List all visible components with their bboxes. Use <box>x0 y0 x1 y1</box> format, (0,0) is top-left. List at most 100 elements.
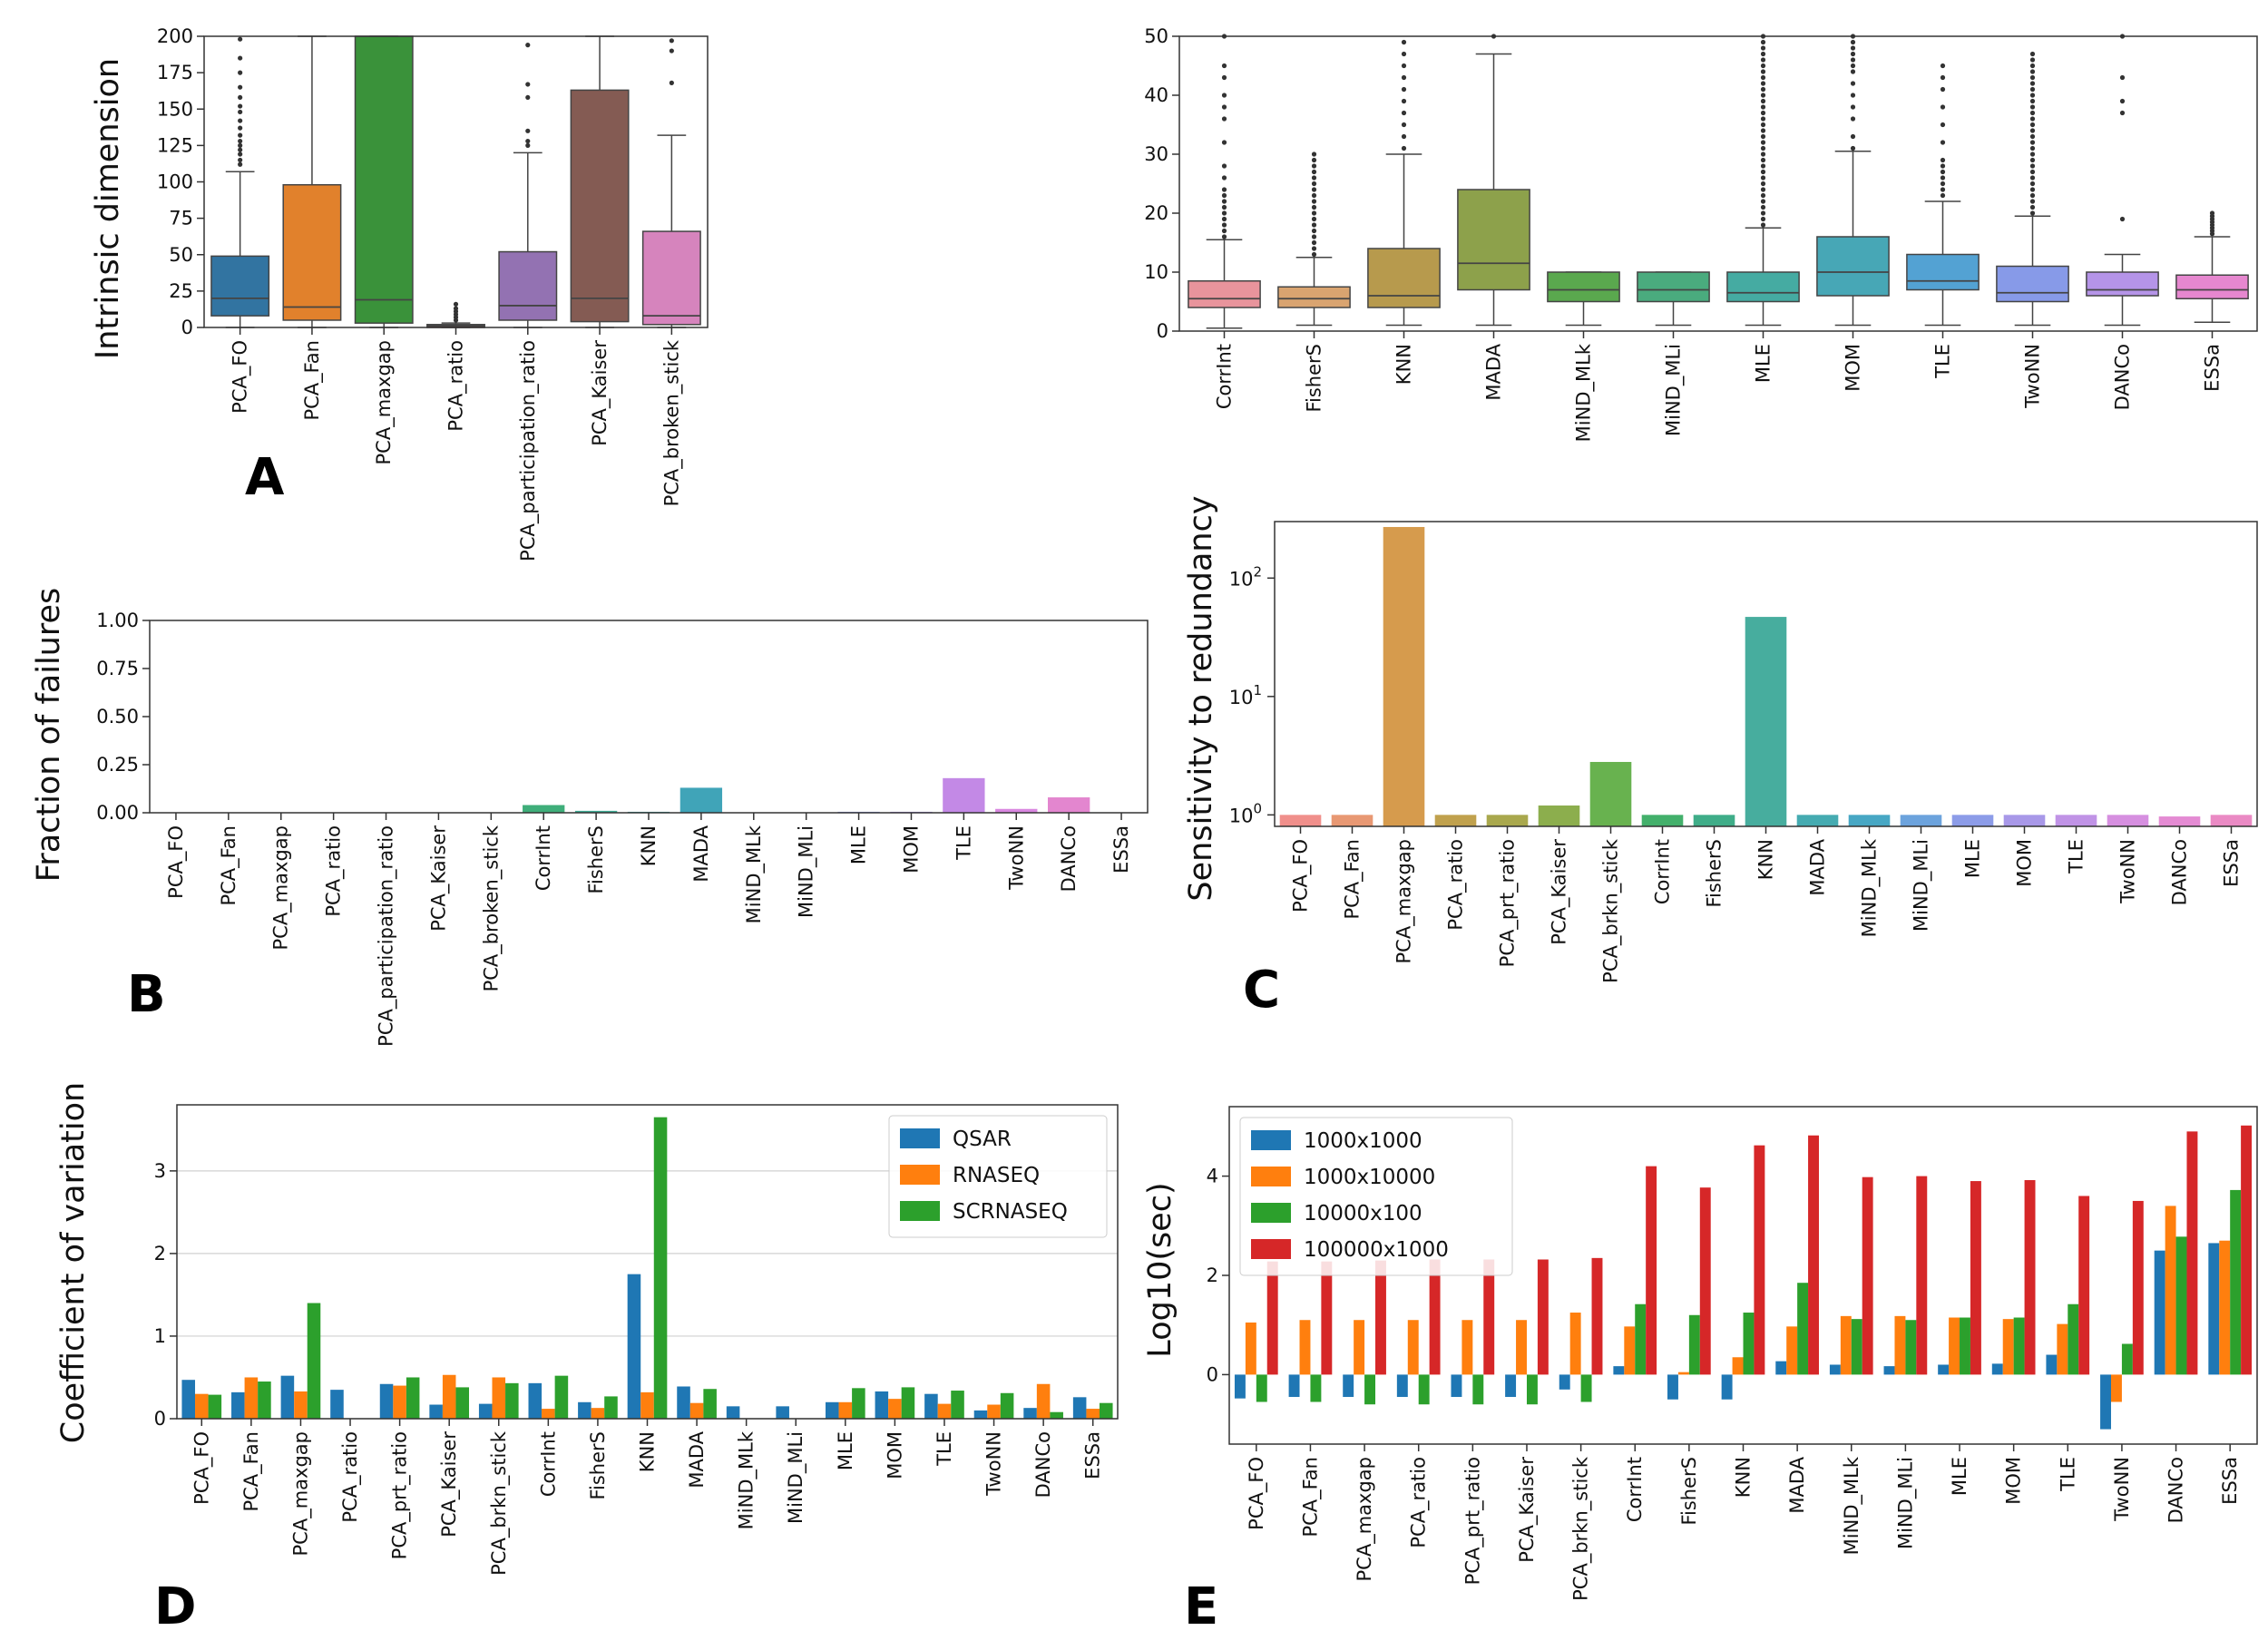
outlier-point <box>238 36 243 42</box>
bar-scrnaseq <box>554 1375 569 1419</box>
outlier-point <box>238 161 243 167</box>
bar-10000x100 <box>1310 1374 1322 1402</box>
box-iqr <box>2086 271 2159 297</box>
y-tick-label: 40 <box>1144 84 1168 106</box>
outlier-point <box>1401 98 1407 104</box>
y-tick-label: 150 <box>157 98 193 120</box>
bar <box>1048 797 1090 813</box>
x-tick-label: ESSa <box>2202 344 2224 392</box>
x-tick-label: TLE <box>934 1431 955 1467</box>
box-group-a <box>210 35 701 328</box>
bar-1000x10000 <box>1786 1326 1798 1375</box>
y-tick-label: 0.25 <box>96 754 139 776</box>
x-tick-label: PCA_FO <box>191 1431 213 1505</box>
y-tick-label: 0 <box>1207 1363 1218 1385</box>
outlier-point <box>2119 216 2126 222</box>
bar-rnaseq <box>640 1391 654 1419</box>
bar-qsar <box>478 1403 493 1419</box>
bar <box>943 777 985 813</box>
x-tick-label: PCA_ratio <box>339 1431 362 1523</box>
x-tick-label: CorrInt <box>533 825 554 891</box>
outlier-point <box>1401 39 1407 45</box>
plot-frame-a <box>203 35 709 328</box>
x-tick-label: PCA_Fan <box>1342 839 1364 920</box>
bar-1000x10000 <box>1949 1317 1960 1375</box>
outlier-point <box>238 55 243 61</box>
outlier-point <box>238 157 243 163</box>
y-tick-label: 0.75 <box>96 658 139 679</box>
outlier-point <box>1760 199 1766 204</box>
legend-swatch <box>1251 1130 1291 1150</box>
outlier-point <box>2209 210 2215 216</box>
outlier-point <box>1221 163 1227 169</box>
bar-scrnaseq <box>455 1387 470 1419</box>
outlier-point <box>2029 163 2036 169</box>
outlier-point <box>525 94 531 101</box>
bar <box>679 787 723 813</box>
x-tick-label: TwoNN <box>983 1431 1005 1497</box>
bar <box>1693 815 1735 826</box>
y-tick-label: 75 <box>169 208 193 229</box>
outlier-point <box>1760 116 1766 122</box>
box-iqr <box>1637 271 1710 303</box>
outlier-point <box>2119 98 2126 104</box>
outlier-point <box>2029 140 2036 145</box>
box-iqr <box>1906 253 1980 291</box>
x-tick-label: PCA_Kaiser <box>589 340 611 446</box>
outlier-point <box>238 118 243 123</box>
outlier-point <box>1760 110 1766 116</box>
bar-scrnaseq <box>505 1382 519 1419</box>
outlier-point <box>2029 128 2036 133</box>
y-axis-label: Coefficient of variation <box>55 1082 92 1443</box>
bar-1000x1000 <box>1829 1364 1841 1375</box>
bar-100000x1000 <box>1754 1145 1765 1375</box>
outlier-point <box>453 301 459 307</box>
outlier-point <box>1760 192 1766 199</box>
bar <box>1331 815 1374 826</box>
bar-100000x1000 <box>1321 1261 1333 1375</box>
bar-1000x1000 <box>1883 1366 1895 1375</box>
box-iqr <box>1277 286 1351 308</box>
bar-10000x100 <box>1851 1319 1862 1375</box>
bar-100000x1000 <box>1646 1166 1657 1375</box>
bar-10000x100 <box>1580 1374 1592 1402</box>
bar <box>523 805 565 813</box>
bar-qsar <box>627 1274 641 1419</box>
legend-label: 1000x1000 <box>1304 1129 1422 1153</box>
bar-scrnaseq <box>258 1382 271 1419</box>
bar-1000x1000 <box>1775 1361 1787 1375</box>
y-tick-label: 0 <box>1157 320 1168 342</box>
outlier-point <box>1850 63 1856 69</box>
x-tick-label: PCA_maxgap <box>289 1431 312 1556</box>
bar-1000x10000 <box>1354 1320 1365 1375</box>
legend-box <box>888 1115 1108 1238</box>
bar-qsar <box>875 1391 889 1419</box>
x-tick-label: PCA_Kaiser <box>438 1431 461 1538</box>
x-tick-label: MiND_MLi <box>796 825 818 918</box>
bar-1000x1000 <box>2154 1250 2165 1375</box>
outlier-point <box>2029 69 2036 74</box>
bar-qsar <box>1072 1397 1087 1419</box>
bar-scrnaseq <box>852 1388 865 1419</box>
outlier-point <box>1760 63 1766 69</box>
outlier-point <box>669 48 674 54</box>
bar-1000x10000 <box>2110 1374 2122 1402</box>
x-tick-label: MiND_MLi <box>1911 839 1933 932</box>
outlier-point <box>1221 116 1227 122</box>
outlier-point <box>1221 74 1227 81</box>
outlier-point <box>1760 145 1766 151</box>
x-tick-label: FisherS <box>1304 344 1325 413</box>
outlier-point <box>1311 181 1317 187</box>
x-tick-label: DANCo <box>2169 839 2191 905</box>
outlier-point <box>1760 39 1766 45</box>
outlier-point <box>1311 169 1317 175</box>
x-tick-label: MADA <box>690 825 712 882</box>
bar-1000x10000 <box>1407 1320 1419 1375</box>
outlier-point <box>1760 122 1766 128</box>
bar-group-c <box>1279 526 2253 826</box>
bar-10000x100 <box>1635 1303 1647 1375</box>
outlier-point <box>1221 204 1227 210</box>
outlier-point <box>1760 81 1766 86</box>
y-tick-label: 0 <box>181 317 193 338</box>
outlier-point <box>1221 192 1227 199</box>
